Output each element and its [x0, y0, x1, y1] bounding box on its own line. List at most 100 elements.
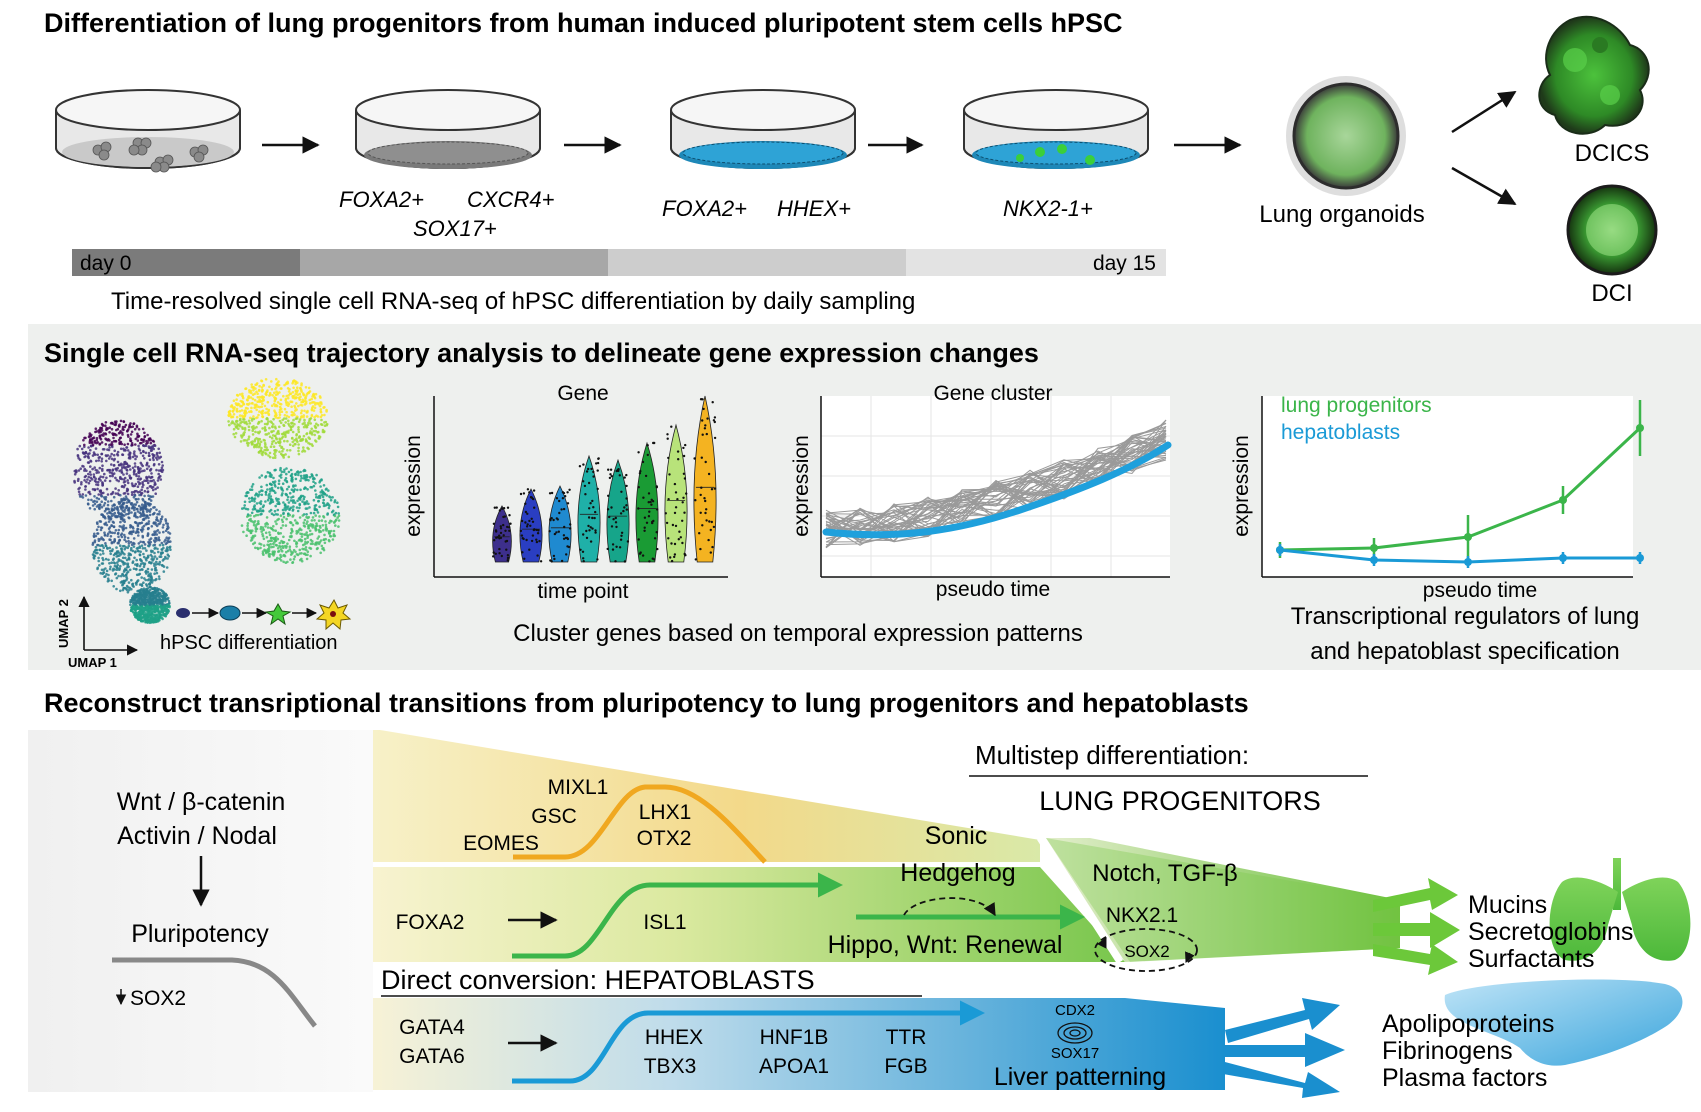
- cdx2-label: CDX2: [1055, 1002, 1095, 1019]
- sox2-down-label: SOX2: [130, 987, 186, 1010]
- dish-4: [963, 89, 1149, 169]
- lung-band: [1046, 838, 1400, 962]
- mid-band: [373, 867, 1125, 962]
- nkx21-label: NKX2.1: [1106, 904, 1178, 927]
- shh-dashed-arrow: [903, 897, 996, 917]
- timeline-day15: day 15: [1093, 252, 1156, 275]
- direct-label: Direct conversion: HEPATOBLASTS: [381, 965, 815, 995]
- green-curve: [512, 872, 843, 959]
- regulators-panel: [1261, 396, 1644, 578]
- marker-hhex: HHEX+: [777, 196, 851, 221]
- gene-violin-panel: [433, 395, 728, 578]
- gata4-label: GATA4: [399, 1016, 465, 1039]
- otx2-label: OTX2: [637, 827, 692, 850]
- regulators-xlabel: pseudo time: [1423, 579, 1537, 602]
- lung-overlay: [1046, 838, 1400, 962]
- marker-foxa2-b: FOXA2+: [662, 196, 747, 221]
- tbx3-label: TBX3: [644, 1055, 697, 1078]
- ttr-label: TTR: [886, 1026, 927, 1049]
- section1-title: Differentiation of lung progenitors from…: [44, 8, 1123, 38]
- foxa2-label: FOXA2: [396, 911, 465, 934]
- notch-label: Notch, TGF-β: [1092, 860, 1237, 887]
- dcics-label: DCICS: [1575, 140, 1650, 167]
- pluripotency-curve: [112, 957, 317, 1028]
- dci-organoid-image: [1566, 184, 1658, 276]
- sox17-label: SOX17: [1051, 1045, 1099, 1062]
- isl1-label: ISL1: [643, 911, 686, 934]
- pluripotency-label: Pluripotency: [131, 920, 269, 948]
- umap-caption: hPSC differentiation: [160, 632, 338, 654]
- mixl1-label: MIXL1: [548, 776, 609, 799]
- lung-progenitors-label: LUNG PROGENITORS: [1039, 786, 1321, 816]
- cluster-panel-xlabel: pseudo time: [936, 578, 1050, 601]
- dci-label: DCI: [1591, 280, 1632, 307]
- arrow-dci: [1451, 166, 1517, 206]
- surfactants-label: Surfactants: [1468, 945, 1594, 973]
- hedgehog-label: Hedgehog: [900, 859, 1015, 887]
- lung-organ-icon: [1549, 858, 1691, 961]
- hep-output-arrows: [1223, 998, 1345, 1098]
- cluster-panel-ylabel: expression: [790, 435, 813, 537]
- gene-cluster-panel: [820, 396, 1172, 578]
- hhex-label: HHEX: [645, 1026, 703, 1049]
- gsc-label: GSC: [531, 805, 577, 828]
- apolipoproteins-label: Apolipoproteins: [1382, 1010, 1554, 1038]
- marker-foxa2: FOXA2+: [339, 187, 424, 212]
- gene-panel-xlabel: time point: [537, 580, 628, 603]
- regulators-ylabel: expression: [1230, 435, 1253, 537]
- liver-organ-icon: [1444, 979, 1683, 1066]
- white-diagonal: [1037, 836, 1123, 964]
- hippo-label: Hippo, Wnt: Renewal: [828, 931, 1063, 959]
- dish-2: [355, 89, 541, 169]
- top-band: [373, 730, 1040, 862]
- apoa1-label: APOA1: [759, 1055, 829, 1078]
- shared-caption: Cluster genes based on temporal expressi…: [513, 620, 1083, 647]
- hnf1b-label: HNF1B: [760, 1026, 829, 1049]
- regulators-caption-2: and hepatoblast specification: [1310, 638, 1620, 665]
- lhx1-label: LHX1: [639, 801, 692, 824]
- lung-organoids-label: Lung organoids: [1259, 201, 1424, 228]
- umap-label-y: UMAP 2: [56, 599, 71, 648]
- section3-title: Reconstruct transriptional transitions f…: [44, 688, 1249, 718]
- marker-sox17: SOX17+: [413, 216, 497, 241]
- secretoglobins-label: Secretoglobins: [1468, 918, 1633, 946]
- timeline-day0: day 0: [80, 252, 131, 275]
- gene-panel-title: Gene: [557, 382, 608, 405]
- plasma-label: Plasma factors: [1382, 1064, 1547, 1092]
- blue-curve: [512, 1000, 985, 1084]
- wnt-label: Wnt / β-catenin: [117, 788, 286, 816]
- marker-nkx21: NKX2-1+: [1003, 196, 1093, 221]
- spiral-icon: [1057, 1022, 1093, 1044]
- gene-panel-ylabel: expression: [402, 435, 425, 537]
- hpsc-differentiation-icons: [176, 598, 352, 631]
- sox2-loop-arrow-l: [1097, 937, 1107, 949]
- sox2-loop: [1094, 928, 1198, 972]
- hep-band: [373, 998, 1225, 1090]
- liver-label: Liver patterning: [994, 1063, 1166, 1091]
- timeline-caption: Time-resolved single cell RNA-seq of hPS…: [111, 288, 915, 315]
- dish-1: [55, 89, 241, 173]
- sox2-loop-label: SOX2: [1124, 942, 1169, 961]
- marker-cxcr4: CXCR4+: [467, 187, 555, 212]
- arrow-dcics: [1451, 90, 1517, 134]
- sonic-label: Sonic: [925, 822, 988, 850]
- orange-curve: [513, 784, 767, 864]
- legend-hep: hepatoblasts: [1281, 421, 1400, 444]
- fgb-label: FGB: [884, 1055, 927, 1078]
- umap-plot: [73, 377, 341, 625]
- activin-label: Activin / Nodal: [117, 822, 277, 850]
- left-bg: [28, 730, 373, 1092]
- regulators-caption-1: Transcriptional regulators of lung: [1291, 603, 1640, 630]
- lung-organoid-image: [1286, 76, 1406, 196]
- multistep-label: Multistep differentiation:: [975, 740, 1249, 770]
- sox2-loop-arrow-r: [1185, 951, 1195, 963]
- dish-3: [670, 89, 856, 169]
- umap-label-x: UMAP 1: [68, 655, 117, 670]
- section2-title: Single cell RNA-seq trajectory analysis …: [44, 338, 1039, 368]
- fibrinogens-label: Fibrinogens: [1382, 1037, 1513, 1065]
- cluster-panel-title: Gene cluster: [933, 382, 1052, 405]
- timeline-bar: [72, 249, 1166, 276]
- legend-lung: lung progenitors: [1281, 394, 1432, 417]
- lung-output-arrows: [1373, 878, 1460, 975]
